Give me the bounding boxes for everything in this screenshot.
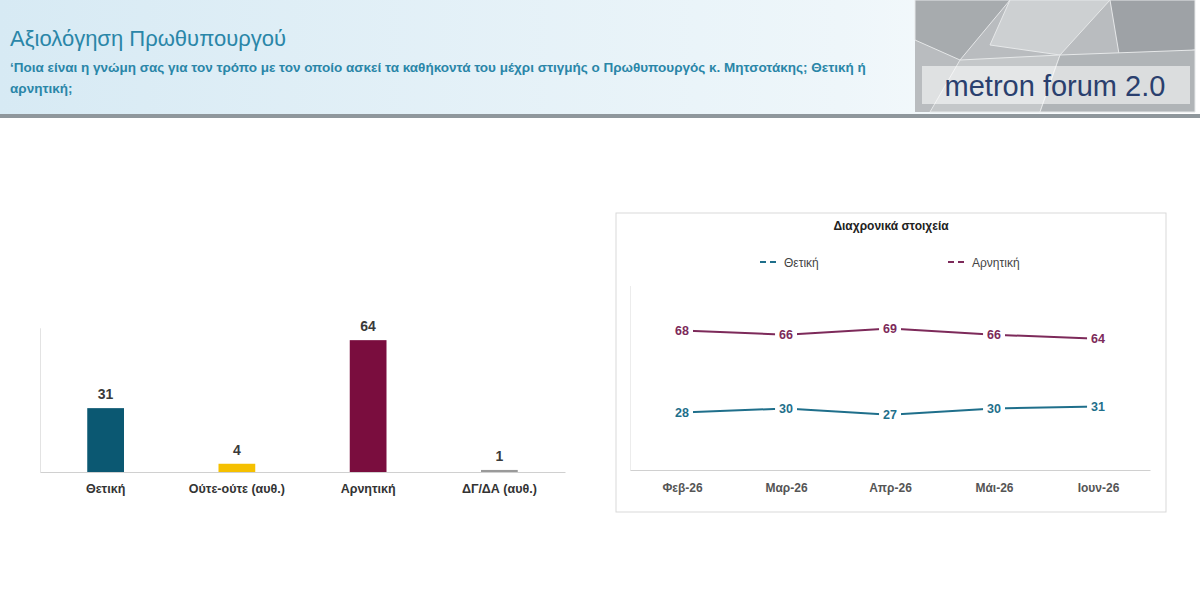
x-tick-label: Αρνητική: [341, 482, 396, 496]
bar-chart: Θετική Ούτε-ούτε (αυθ.) Αρνητική ΔΓ/ΔΑ (αυθ…: [41, 318, 566, 496]
logo-text-patch: [922, 66, 1190, 104]
header: Αξιολόγηση Πρωθυπουργού ‘Ποια είναι η γνώ…: [0, 0, 1200, 118]
bar: [219, 464, 256, 472]
data-label: 66: [779, 328, 793, 342]
data-label: 30: [987, 402, 1001, 416]
x-tick: ΔΓ/ΔΑ (αυθ.): [462, 482, 537, 496]
data-label: 4: [233, 442, 241, 458]
legend-swatch: [948, 261, 966, 263]
x-tick-label: Μάι-26: [975, 481, 1013, 495]
bars: [87, 340, 518, 472]
data-label-background: [1087, 399, 1109, 415]
logo-background: [915, 0, 1195, 112]
data-label: 31: [1091, 400, 1105, 414]
data-label-background: [983, 327, 1005, 343]
legend-item: Αρνητική: [948, 256, 1020, 270]
legend-item: Θετική: [760, 256, 819, 270]
x-tick: Μαρ-26: [765, 481, 807, 495]
x-tick-label: Μαρ-26: [765, 481, 807, 495]
bar: [350, 340, 387, 472]
data-label-group: 27: [879, 407, 901, 423]
logo-facet: [990, 0, 1110, 55]
x-tick: Απρ-26: [869, 481, 912, 495]
data-label-background: [671, 323, 693, 339]
legend-swatch: [760, 261, 778, 263]
data-label: 28: [675, 406, 689, 420]
x-tick: Αρνητική: [341, 482, 396, 496]
data-label-background: [671, 405, 693, 421]
data-label-background: [1087, 331, 1109, 347]
x-tick-label: Φεβ-26: [662, 481, 703, 495]
bar: [87, 408, 124, 472]
data-label-background: [775, 401, 797, 417]
data-label: 30: [779, 402, 793, 416]
data-label: 68: [675, 324, 689, 338]
x-tick-label: ΔΓ/ΔΑ (αυθ.): [462, 482, 537, 496]
data-label: 1: [495, 448, 503, 464]
data-label-group: 30: [983, 401, 1005, 417]
data-label-group: 69: [879, 321, 901, 337]
chart-title: Διαχρονικά στοιχεία: [833, 219, 949, 233]
x-axis-line: [41, 472, 566, 473]
data-labels: 31 4 64 1: [98, 318, 504, 464]
x-tick: Ούτε-ούτε (αυθ.): [189, 482, 285, 496]
subtitle: ‘Ποια είναι η γνώμη σας για τον τρόπο με…: [10, 60, 866, 96]
x-tick-label: Ιουν-26: [1078, 481, 1120, 495]
y-axis: [40, 328, 41, 472]
data-label-group: 64: [1087, 331, 1109, 347]
panel-frame: [616, 213, 1166, 512]
line-chart: Διαχρονικά στοιχεία Θετική Αρνητική Φεβ-26 Μ…: [616, 213, 1166, 512]
data-labels: 28 30 27 30 31 68 66 69 66 64: [671, 321, 1109, 423]
x-tick-label: Θετική: [86, 482, 125, 496]
header-background: [0, 0, 1200, 114]
data-label-group: 66: [983, 327, 1005, 343]
header-rule: [0, 114, 1200, 118]
x-tick-label: Απρ-26: [869, 481, 912, 495]
data-label: 27: [883, 408, 897, 422]
data-label-background: [879, 407, 901, 423]
data-label: 69: [883, 322, 897, 336]
data-label: 31: [98, 386, 114, 402]
data-label-group: 28: [671, 405, 693, 421]
legend-label: Αρνητική: [972, 256, 1020, 270]
title: Αξιολόγηση Πρωθυπουργού: [10, 26, 286, 51]
data-label: 66: [987, 328, 1001, 342]
data-label-group: 66: [775, 327, 797, 343]
y-axis-line: [40, 328, 41, 472]
bar: [481, 470, 518, 472]
legend-label: Θετική: [784, 256, 819, 270]
logo-facet: [915, 0, 1010, 60]
x-tick: Φεβ-26: [662, 481, 703, 495]
data-label-background: [983, 401, 1005, 417]
data-label-background: [879, 321, 901, 337]
data-label-group: 68: [671, 323, 693, 339]
data-label: 64: [360, 318, 376, 334]
x-axis-line: [631, 470, 1151, 471]
x-axis: Φεβ-26 Μαρ-26 Απρ-26 Μάι-26 Ιουν-26: [631, 471, 1151, 495]
logo: metron forum 2.0: [915, 0, 1195, 112]
page: Αξιολόγηση Πρωθυπουργού ‘Ποια είναι η γνώ…: [0, 0, 1200, 604]
x-tick: Ιουν-26: [1078, 481, 1120, 495]
x-tick-label: Ούτε-ούτε (αυθ.): [189, 482, 285, 496]
data-label-group: 30: [775, 401, 797, 417]
x-axis: Θετική Ούτε-ούτε (αυθ.) Αρνητική ΔΓ/ΔΑ (αυθ…: [41, 473, 566, 496]
lines: [682, 329, 1098, 415]
x-tick: Μάι-26: [975, 481, 1013, 495]
x-tick: Θετική: [86, 482, 125, 496]
legend: Θετική Αρνητική: [760, 256, 1020, 270]
data-label-background: [775, 327, 797, 343]
logo-text: metron forum 2.0: [945, 70, 1166, 102]
data-label-group: 31: [1087, 399, 1109, 415]
y-axis: [630, 286, 631, 471]
y-axis-line: [630, 286, 631, 471]
data-label: 64: [1091, 332, 1105, 346]
